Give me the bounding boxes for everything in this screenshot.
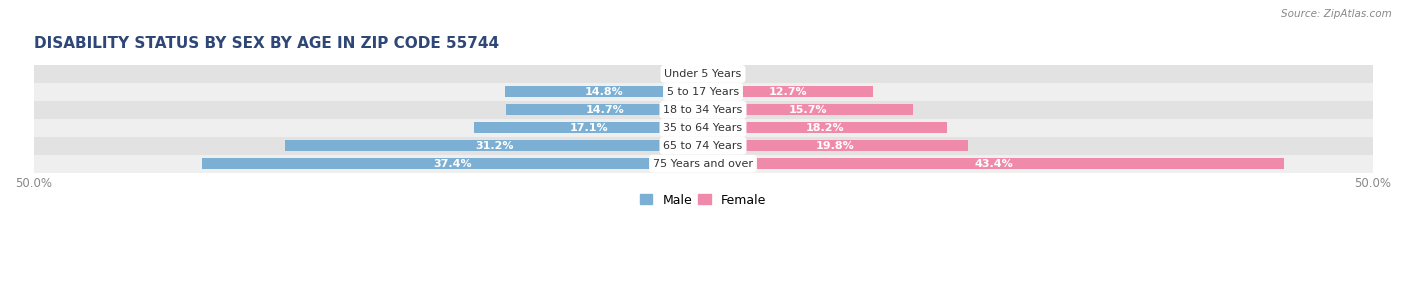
Text: DISABILITY STATUS BY SEX BY AGE IN ZIP CODE 55744: DISABILITY STATUS BY SEX BY AGE IN ZIP C… <box>34 36 499 51</box>
Bar <box>0 137 1406 155</box>
Bar <box>202 158 703 169</box>
Text: 0.0%: 0.0% <box>714 69 742 79</box>
Text: 19.8%: 19.8% <box>817 141 855 151</box>
Text: 37.4%: 37.4% <box>433 159 472 169</box>
Legend: Male, Female: Male, Female <box>636 188 770 212</box>
Text: 35 to 64 Years: 35 to 64 Years <box>664 123 742 133</box>
Bar <box>0 119 1406 137</box>
Bar <box>0 65 1406 83</box>
Text: 31.2%: 31.2% <box>475 141 513 151</box>
Bar <box>285 140 703 151</box>
Text: 5 to 17 Years: 5 to 17 Years <box>666 87 740 97</box>
Bar <box>703 104 914 116</box>
Text: 0.0%: 0.0% <box>664 69 692 79</box>
Bar <box>0 101 1406 119</box>
Text: Under 5 Years: Under 5 Years <box>665 69 741 79</box>
Text: 18.2%: 18.2% <box>806 123 844 133</box>
Text: 14.7%: 14.7% <box>585 105 624 115</box>
Text: 17.1%: 17.1% <box>569 123 607 133</box>
Bar <box>703 158 1284 169</box>
Text: 75 Years and over: 75 Years and over <box>652 159 754 169</box>
Bar <box>703 122 946 133</box>
Bar <box>474 122 703 133</box>
Bar <box>506 104 703 116</box>
Bar <box>703 140 969 151</box>
Text: 65 to 74 Years: 65 to 74 Years <box>664 141 742 151</box>
Text: 15.7%: 15.7% <box>789 105 827 115</box>
Text: 43.4%: 43.4% <box>974 159 1012 169</box>
Text: 12.7%: 12.7% <box>769 87 807 97</box>
Bar <box>0 155 1406 173</box>
Bar <box>703 86 873 97</box>
Text: Source: ZipAtlas.com: Source: ZipAtlas.com <box>1281 9 1392 19</box>
Text: 14.8%: 14.8% <box>585 87 623 97</box>
Text: 18 to 34 Years: 18 to 34 Years <box>664 105 742 115</box>
Bar <box>0 83 1406 101</box>
Bar <box>505 86 703 97</box>
